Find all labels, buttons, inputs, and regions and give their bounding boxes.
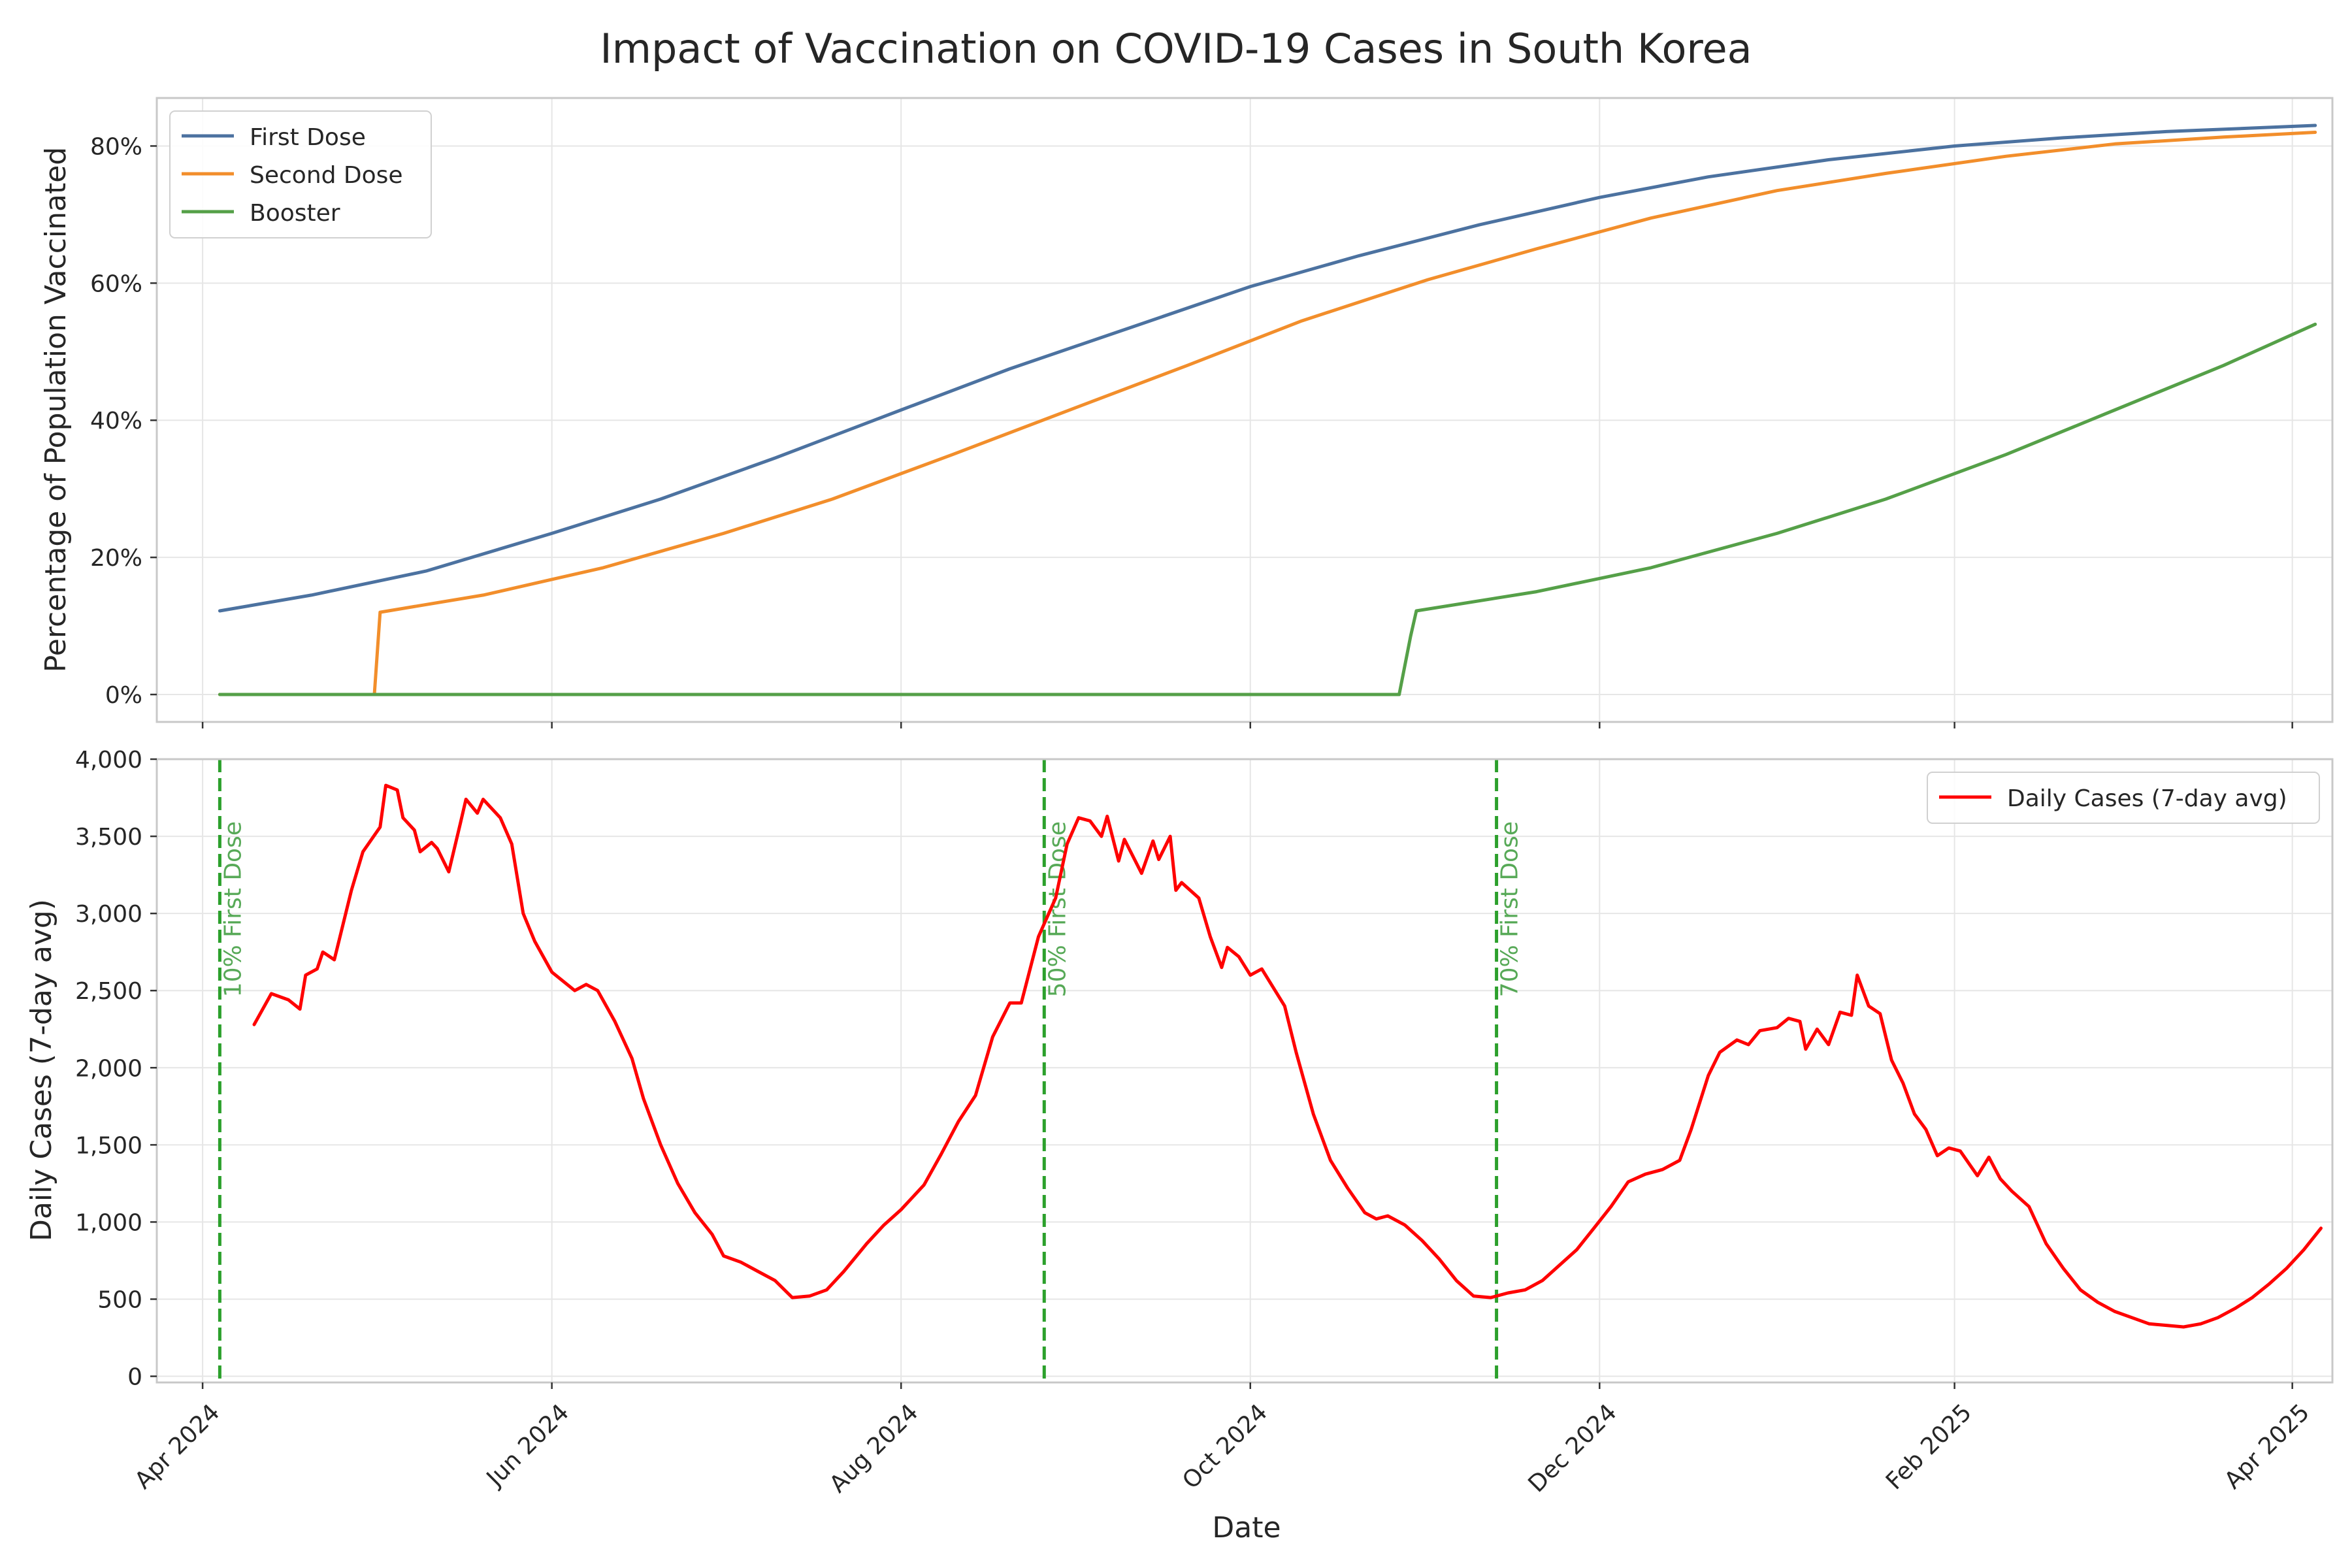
cases-x-ticks: Apr 2024 Jun 2024 Aug 2024 Oct 2024 Dec 2024… (130, 1382, 2315, 1498)
cases-y-axis-label: Daily Cases (7-day avg) (25, 899, 58, 1241)
x-tick-label: Aug 2024 (825, 1399, 924, 1498)
y-tick-label: 60% (90, 270, 142, 297)
series-line (218, 131, 2317, 696)
y-tick-label: 20% (90, 545, 142, 572)
x-tick-label: Feb 2025 (1881, 1399, 1977, 1495)
legend-entry: First Dose (250, 124, 366, 151)
legend-box (1927, 772, 2320, 824)
vaccination-y-axis-label: Percentage of Population Vaccinated (39, 147, 73, 672)
x-tick-label: Apr 2025 (2219, 1399, 2315, 1494)
legend-box (169, 110, 432, 238)
x-tick-label: Apr 2024 (130, 1399, 225, 1494)
figure-title: Impact of Vaccination on COVID-19 Cases … (600, 25, 1752, 73)
x-axis-label: Date (1212, 1511, 1281, 1544)
y-tick-label: 40% (90, 408, 142, 434)
y-tick-label: 2,000 (75, 1055, 142, 1082)
cases-legend: Daily Cases (7-day avg) (1927, 772, 2320, 824)
y-tick-label: 80% (90, 133, 142, 160)
series-line (252, 783, 2323, 1329)
cases-panel: 10% First Dose 50% First Dose 70% First Do… (25, 747, 2334, 1498)
vaccination-panel: 0% 20% 40% 60% 80% Percentage of Population … (39, 97, 2334, 728)
vaccination-x-ticks (201, 722, 2293, 728)
vaccination-y-ticks: 0% 20% 40% 60% 80% (90, 133, 157, 709)
vaccination-plot-frame (155, 97, 2334, 723)
cases-plot-frame (155, 758, 2334, 1384)
x-tick-label: Jun 2024 (481, 1399, 574, 1492)
y-tick-label: 2,500 (75, 978, 142, 1005)
cases-y-ticks: 0 500 1,000 1,500 2,000 2,500 3,000 3,500 4,000 (75, 747, 157, 1391)
cases-lines (252, 783, 2323, 1329)
vaccination-legend: First Dose Second Dose Booster (169, 110, 432, 238)
y-tick-label: 4,000 (75, 747, 142, 774)
vaccination-grid (157, 98, 2332, 722)
x-tick-label: Dec 2024 (1524, 1399, 1622, 1497)
y-tick-label: 500 (97, 1286, 142, 1313)
cases-annotations: 10% First Dose 50% First Dose 70% First Do… (218, 759, 1524, 1382)
y-tick-label: 1,500 (75, 1132, 142, 1159)
y-tick-label: 0% (105, 682, 142, 709)
series-line (218, 123, 2317, 613)
legend-entry: Second Dose (250, 162, 403, 189)
legend-entry: Daily Cases (7-day avg) (2007, 785, 2287, 812)
y-tick-label: 3,500 (75, 824, 142, 851)
cases-grid (157, 759, 2332, 1382)
x-tick-label: Oct 2024 (1177, 1399, 1273, 1494)
y-tick-label: 3,000 (75, 901, 142, 928)
vaccination-lines (218, 123, 2317, 696)
series-line (218, 322, 2317, 696)
y-tick-label: 1,000 (75, 1209, 142, 1236)
legend-entry: Booster (250, 200, 340, 227)
milestone-label: 10% First Dose (220, 821, 246, 997)
milestone-label: 70% First Dose (1497, 821, 1524, 997)
y-tick-label: 0 (127, 1364, 142, 1391)
